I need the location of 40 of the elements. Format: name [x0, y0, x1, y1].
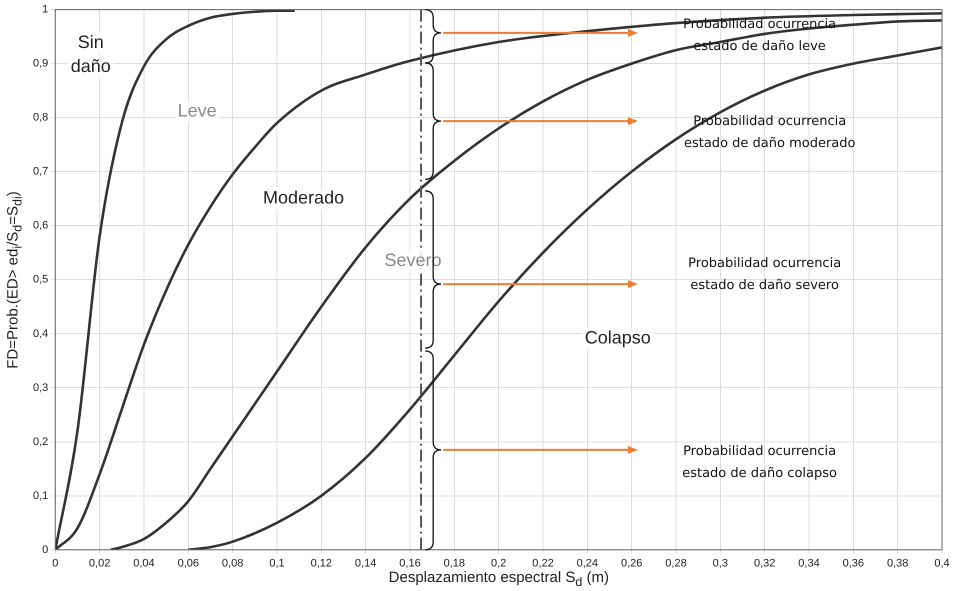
x-tick-label: 0,02 — [88, 557, 110, 570]
y-tick-label: 0,6 — [32, 220, 48, 232]
annotation: Colapso — [584, 327, 651, 348]
y-tick-label: 0,2 — [32, 436, 48, 448]
y-tick-label: 0,5 — [32, 274, 48, 286]
x-tick-label: 0,08 — [222, 557, 244, 570]
annotation: Leve — [178, 100, 217, 120]
y-tick-label: 0,9 — [32, 58, 48, 70]
x-tick-label: 0,26 — [620, 557, 642, 570]
x-tick-label: 0,34 — [798, 557, 820, 570]
y-tick-label: 1 — [42, 4, 48, 16]
x-tick-label: 0,32 — [754, 557, 776, 570]
x-tick-label: 0,3 — [712, 557, 728, 570]
x-tick-label: 0,12 — [310, 557, 332, 570]
y-tick-label: 0,7 — [32, 166, 48, 178]
annotation: Moderado — [263, 188, 344, 208]
annotation: Probabilidad ocurrencia estado de daño colapso — [681, 443, 838, 484]
x-tick-label: 0,04 — [133, 557, 155, 570]
y-tick-label: 0,4 — [32, 328, 48, 340]
annotation: Sin daño — [70, 32, 111, 76]
x-tick-label: 0,4 — [934, 557, 950, 570]
x-tick-label: 0,22 — [532, 557, 554, 570]
y-tick-label: 0,8 — [32, 112, 48, 124]
y-tick-label: 0 — [42, 544, 48, 556]
x-tick-label: 0,1 — [269, 557, 285, 570]
annotation: Probabilidad ocurrencia estado de daño leve — [682, 16, 838, 56]
x-tick-label: 0,14 — [354, 557, 376, 570]
x-tick-label: 0,2 — [490, 557, 506, 570]
x-tick-label: 0,28 — [665, 557, 687, 570]
x-tick-label: 0,36 — [842, 557, 864, 570]
x-tick-label: 0,18 — [444, 557, 466, 570]
x-tick-label: 0,24 — [576, 557, 598, 570]
y-tick-label: 0,3 — [32, 382, 48, 394]
x-tick-label: 0 — [52, 557, 58, 570]
x-axis-title: Desplazamiento espectral S$_{d}$ (m) — [388, 569, 610, 589]
annotation: Probabilidad ocurrencia estado de daño severo — [687, 255, 842, 296]
x-tick-label: 0,06 — [178, 557, 200, 570]
y-tick-label: 0,1 — [32, 490, 48, 502]
x-tick-label: 0,16 — [399, 557, 421, 570]
x-tick-label: 0,38 — [886, 557, 908, 570]
